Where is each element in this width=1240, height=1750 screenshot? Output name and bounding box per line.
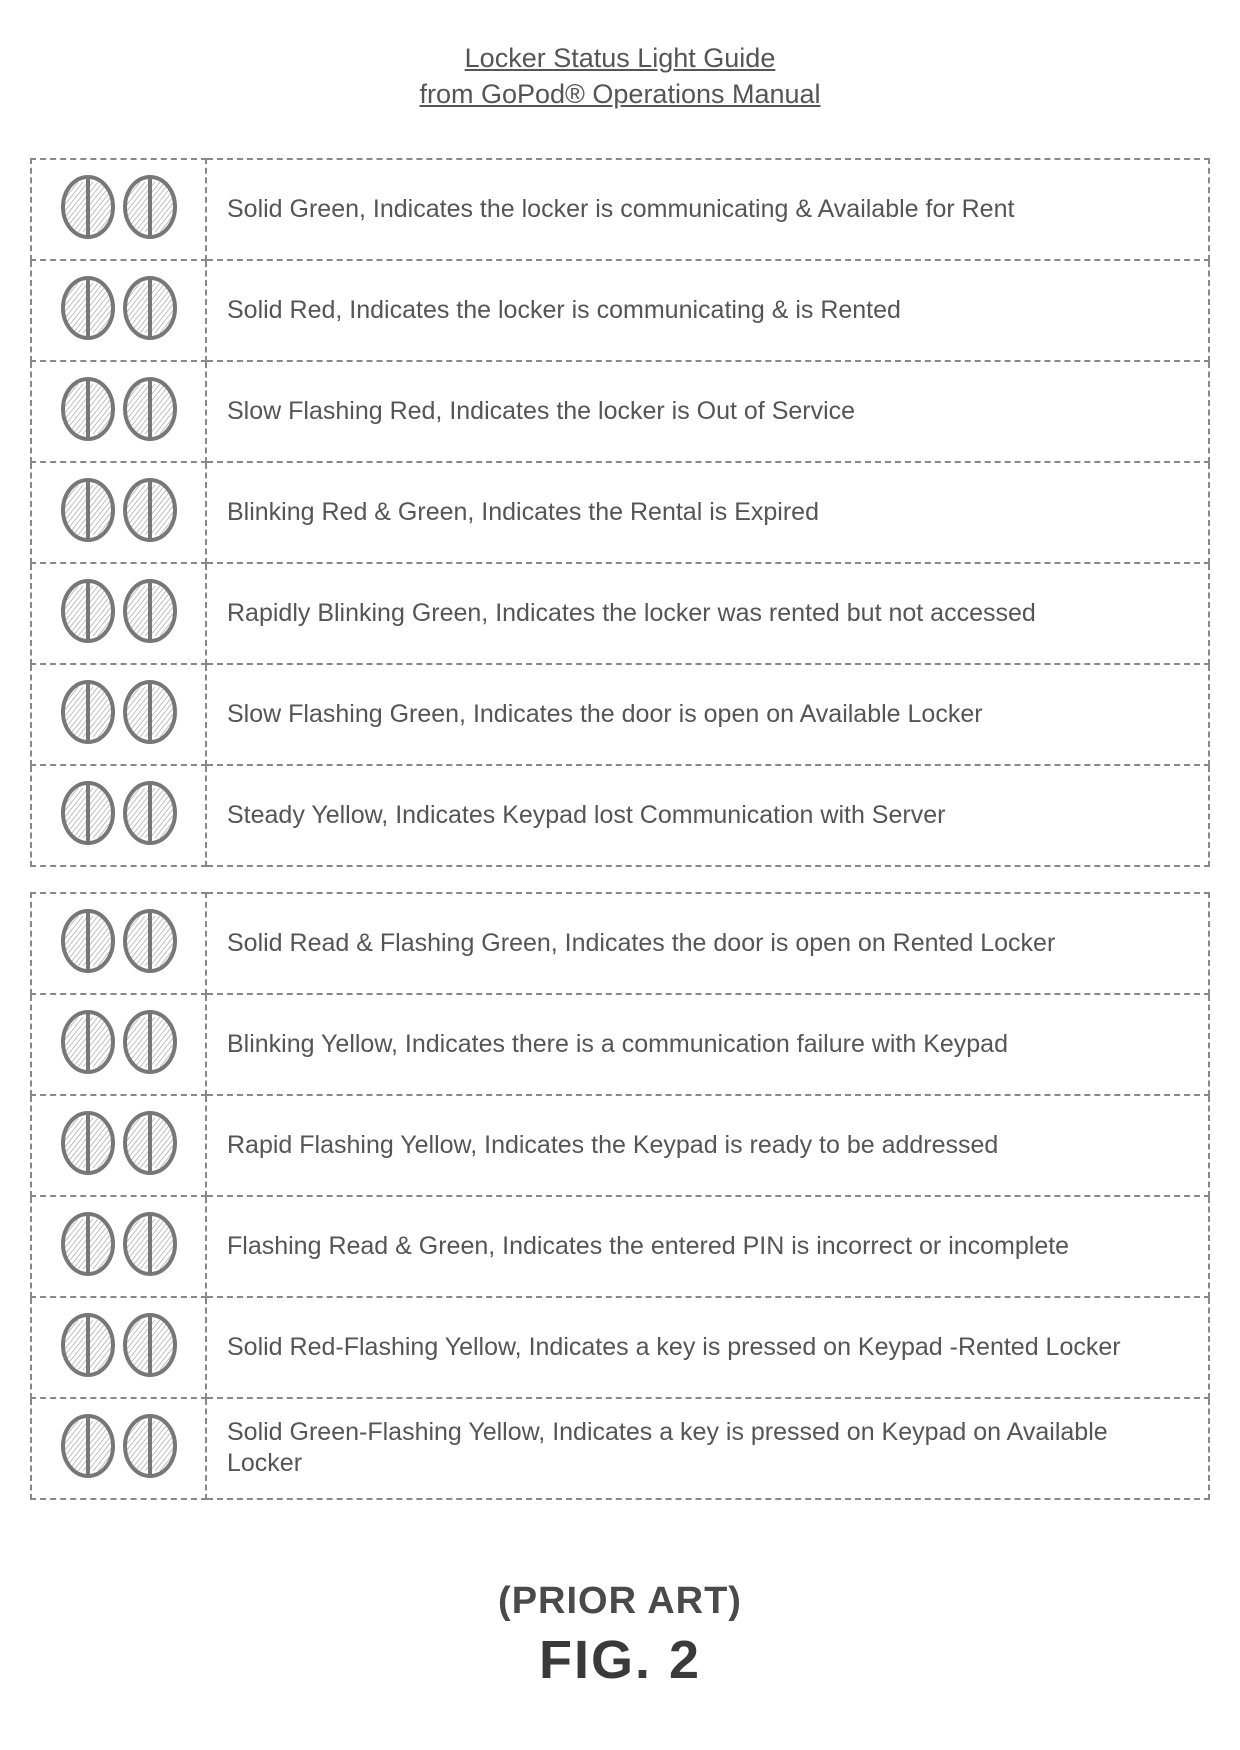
status-light-icon — [59, 908, 179, 974]
figure-number: FIG. 2 — [30, 1629, 1210, 1691]
status-light-icon-cell — [31, 361, 206, 462]
status-table: Solid Read & Flashing Green, Indicates t… — [30, 892, 1210, 1500]
table-row: Flashing Read & Green, Indicates the ent… — [31, 1196, 1209, 1297]
status-light-icon — [59, 275, 179, 341]
status-light-icon-cell — [31, 1196, 206, 1297]
status-description: Solid Read & Flashing Green, Indicates t… — [206, 893, 1209, 994]
status-light-icon — [59, 1312, 179, 1378]
status-description: Flashing Read & Green, Indicates the ent… — [206, 1196, 1209, 1297]
table-row: Blinking Yellow, Indicates there is a co… — [31, 994, 1209, 1095]
status-light-icon — [59, 1009, 179, 1075]
table-row: Solid Green, Indicates the locker is com… — [31, 159, 1209, 260]
status-description: Blinking Red & Green, Indicates the Rent… — [206, 462, 1209, 563]
status-light-icon-cell — [31, 1398, 206, 1499]
status-light-icon-cell — [31, 994, 206, 1095]
table-row: Solid Green-Flashing Yellow, Indicates a… — [31, 1398, 1209, 1499]
status-description: Steady Yellow, Indicates Keypad lost Com… — [206, 765, 1209, 866]
status-light-icon — [59, 780, 179, 846]
status-description: Solid Red-Flashing Yellow, Indicates a k… — [206, 1297, 1209, 1398]
status-light-icon-cell — [31, 1297, 206, 1398]
status-light-icon — [59, 1211, 179, 1277]
table-row: Blinking Red & Green, Indicates the Rent… — [31, 462, 1209, 563]
table-row: Rapidly Blinking Green, Indicates the lo… — [31, 563, 1209, 664]
status-description: Solid Red, Indicates the locker is commu… — [206, 260, 1209, 361]
table-row: Rapid Flashing Yellow, Indicates the Key… — [31, 1095, 1209, 1196]
tables-container: Solid Green, Indicates the locker is com… — [30, 158, 1210, 1500]
status-description: Rapid Flashing Yellow, Indicates the Key… — [206, 1095, 1209, 1196]
status-light-icon-cell — [31, 563, 206, 664]
table-row: Slow Flashing Red, Indicates the locker … — [31, 361, 1209, 462]
status-light-icon-cell — [31, 765, 206, 866]
status-light-icon-cell — [31, 893, 206, 994]
document-header: Locker Status Light Guide from GoPod® Op… — [30, 40, 1210, 113]
status-description: Slow Flashing Red, Indicates the locker … — [206, 361, 1209, 462]
table-row: Solid Red-Flashing Yellow, Indicates a k… — [31, 1297, 1209, 1398]
status-light-icon — [59, 1110, 179, 1176]
status-light-icon-cell — [31, 260, 206, 361]
status-light-icon — [59, 578, 179, 644]
status-description: Solid Green-Flashing Yellow, Indicates a… — [206, 1398, 1209, 1499]
status-description: Rapidly Blinking Green, Indicates the lo… — [206, 563, 1209, 664]
status-light-icon — [59, 376, 179, 442]
status-light-icon-cell — [31, 462, 206, 563]
status-table-0: Solid Green, Indicates the locker is com… — [30, 158, 1210, 867]
status-light-icon — [59, 477, 179, 543]
status-description: Slow Flashing Green, Indicates the door … — [206, 664, 1209, 765]
table-row: Solid Red, Indicates the locker is commu… — [31, 260, 1209, 361]
status-light-icon — [59, 679, 179, 745]
title-line-2: from GoPod® Operations Manual — [30, 76, 1210, 112]
status-description: Blinking Yellow, Indicates there is a co… — [206, 994, 1209, 1095]
prior-art-label: (PRIOR ART) — [30, 1580, 1210, 1623]
status-table: Solid Green, Indicates the locker is com… — [30, 158, 1210, 867]
status-light-icon — [59, 1413, 179, 1479]
status-table-1: Solid Read & Flashing Green, Indicates t… — [30, 892, 1210, 1500]
table-row: Steady Yellow, Indicates Keypad lost Com… — [31, 765, 1209, 866]
status-light-icon-cell — [31, 664, 206, 765]
figure-footer: (PRIOR ART) FIG. 2 — [30, 1580, 1210, 1691]
status-light-icon — [59, 174, 179, 240]
table-row: Solid Read & Flashing Green, Indicates t… — [31, 893, 1209, 994]
title-line-1: Locker Status Light Guide — [30, 40, 1210, 76]
table-row: Slow Flashing Green, Indicates the door … — [31, 664, 1209, 765]
status-description: Solid Green, Indicates the locker is com… — [206, 159, 1209, 260]
status-light-icon-cell — [31, 1095, 206, 1196]
status-light-icon-cell — [31, 159, 206, 260]
